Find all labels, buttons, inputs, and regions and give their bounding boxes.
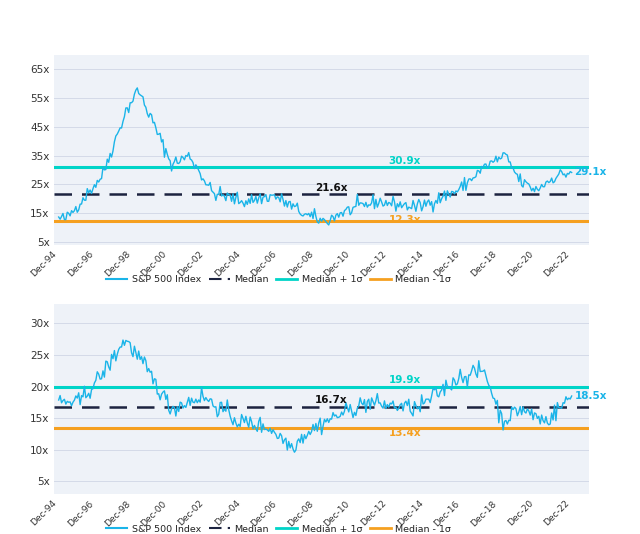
Legend: S&P 500 Index, Median, Median + 1σ, Median - 1σ: S&P 500 Index, Median, Median + 1σ, Medi…: [102, 272, 455, 288]
Text: 21.6x: 21.6x: [315, 183, 348, 193]
Text: 🌲: 🌲: [536, 28, 545, 43]
Text: 16.7x: 16.7x: [315, 395, 348, 405]
Text: 13.4x: 13.4x: [388, 428, 421, 438]
Text: WISDOMTREE®: WISDOMTREE®: [513, 46, 568, 51]
Text: S&P 500 Expanded Tech Forward P/E Ratio – as of 4/4/24: S&P 500 Expanded Tech Forward P/E Ratio …: [102, 34, 476, 46]
Text: WISDOMTREE®: WISDOMTREE®: [513, 295, 568, 300]
Text: 30.9x: 30.9x: [388, 156, 421, 166]
Text: 29.1x: 29.1x: [575, 168, 607, 177]
Text: 🌲: 🌲: [536, 278, 545, 292]
Legend: S&P 500 Index, Median, Median + 1σ, Median - 1σ: S&P 500 Index, Median, Median + 1σ, Medi…: [102, 521, 455, 534]
Text: 18.5x: 18.5x: [575, 391, 607, 401]
Text: 19.9x: 19.9x: [388, 375, 420, 384]
Text: S&P 500 Ex-Tech Forward P/E Ratio – as of 4/4/24: S&P 500 Ex-Tech Forward P/E Ratio – as o…: [128, 283, 451, 296]
Text: 12.3x: 12.3x: [388, 215, 421, 225]
